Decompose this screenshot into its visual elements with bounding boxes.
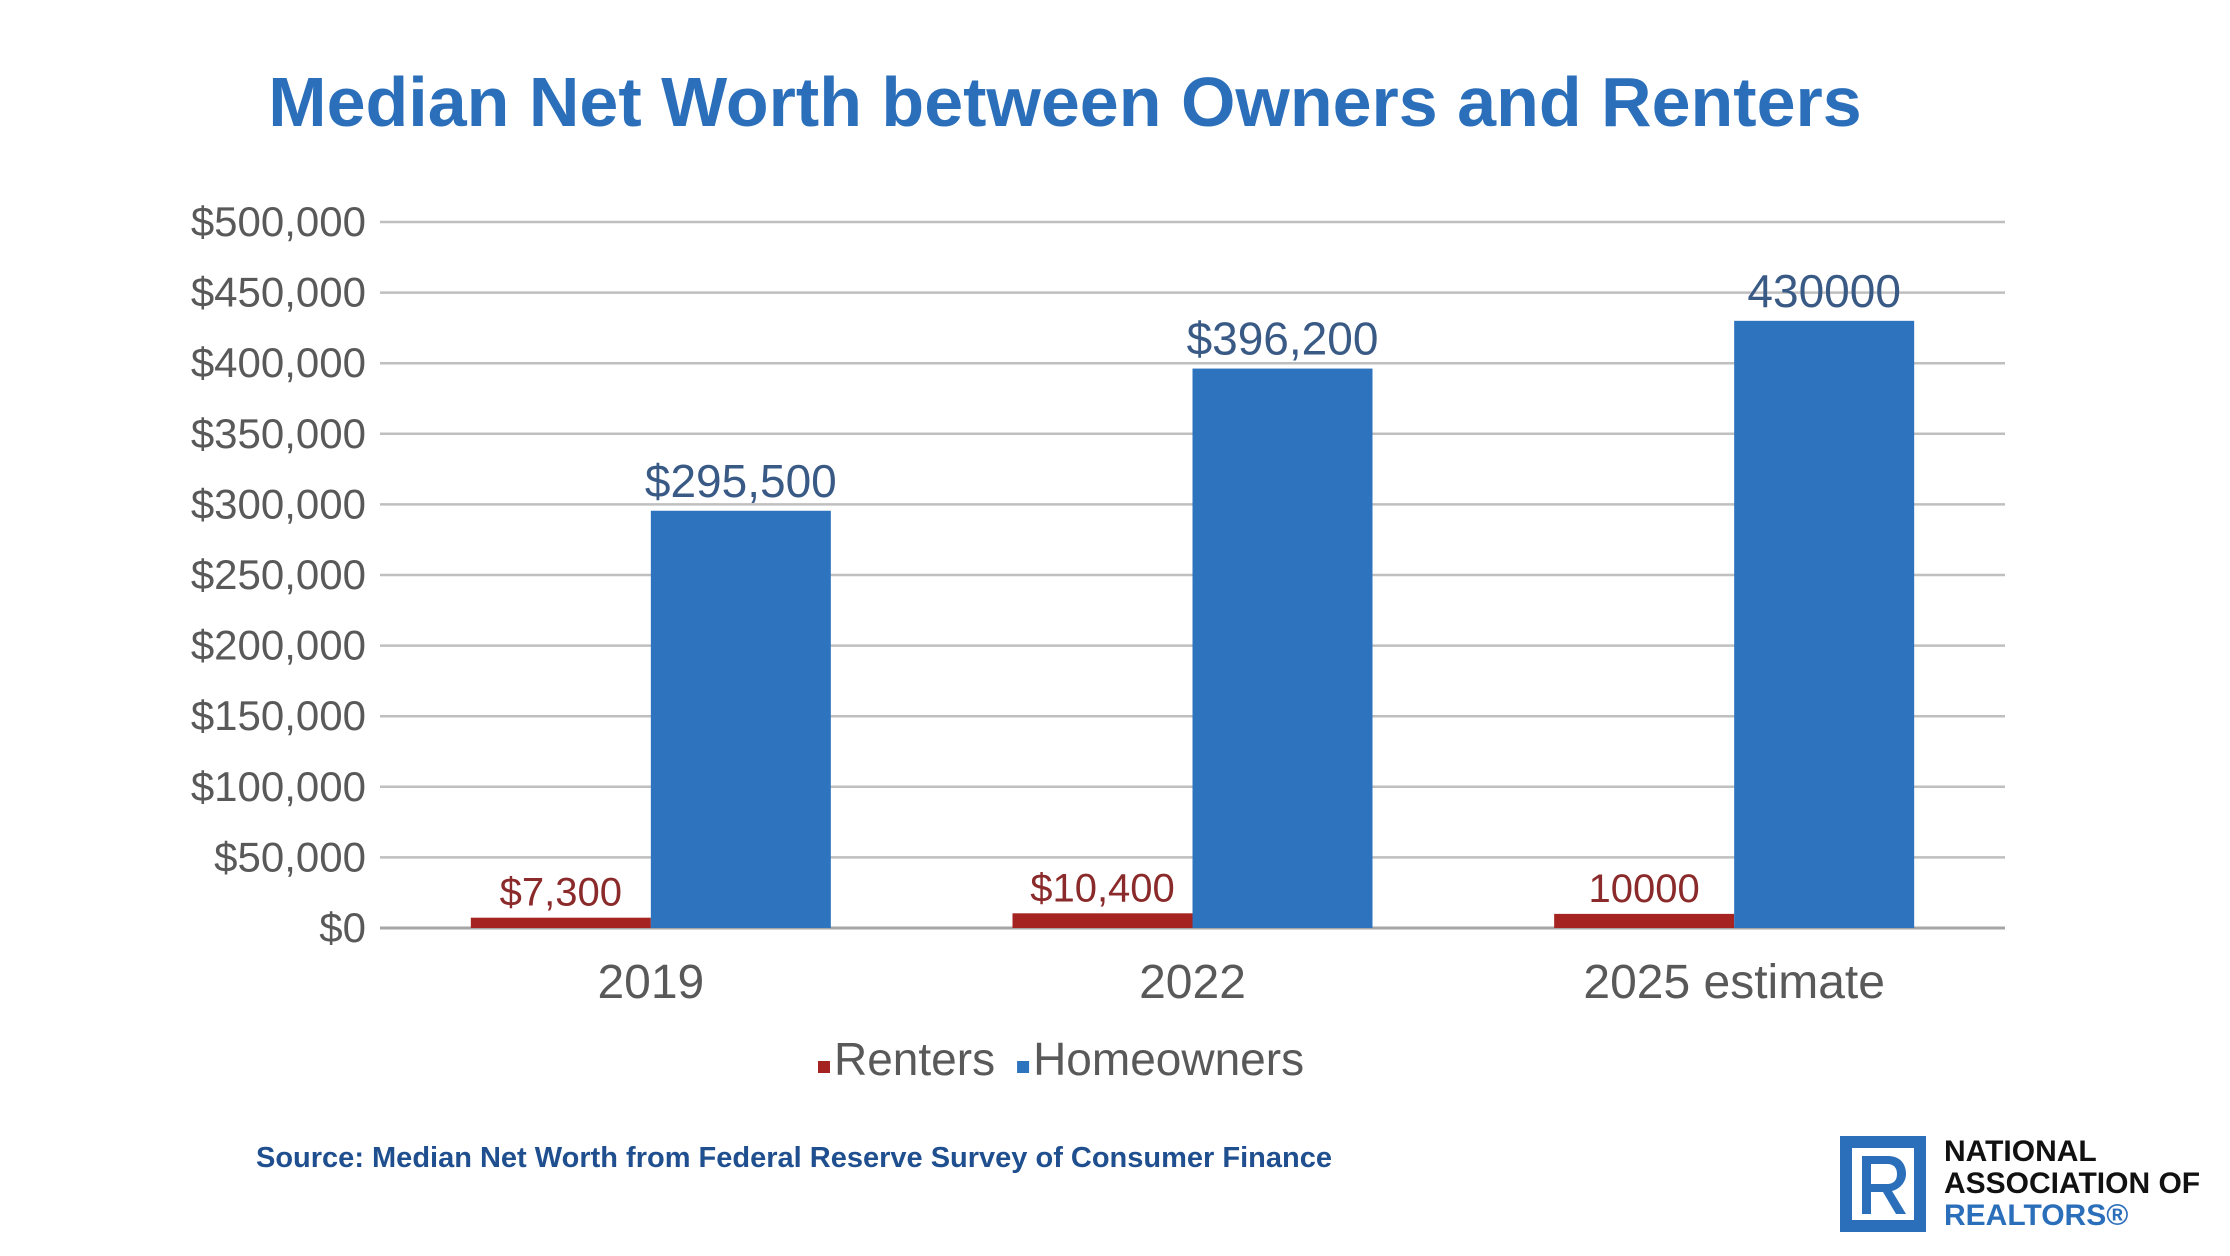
y-tick-label: $350,000 [191,410,366,457]
renters-data-label: 10000 [1589,867,1700,911]
homeowners-bar [1192,368,1373,928]
homeowners-bar [650,510,831,928]
x-tick-label: 2022 [1139,956,1246,1009]
logo-line-3: REALTORS® [1944,1199,2129,1232]
chart-title: Median Net Worth between Owners and Rent… [268,63,1862,141]
bar-chart: $0 $50,000 $100,000 $150,000 $200,000 $250,00… [191,198,2005,1085]
x-tick-label: 2025 estimate [1583,956,1885,1009]
legend-homeowners-label: Homeowners [1033,1033,1304,1085]
legend-homeowners-swatch [1017,1061,1030,1073]
realtor-r-logo-icon [1840,1136,1926,1232]
homeowners-data-label: 430000 [1747,265,1901,317]
renters-bar [1554,913,1735,928]
y-tick-label: $450,000 [191,269,366,316]
legend-renters-swatch [818,1061,830,1073]
logo-line-1: NATIONAL [1944,1135,2097,1168]
homeowners-data-label: $295,500 [645,455,837,507]
y-tick-label: $400,000 [191,339,366,386]
renters-bar [1012,913,1193,928]
y-tick-label: $250,000 [191,551,366,598]
nar-logo: NATIONAL ASSOCIATION OF REALTORS® [1840,1136,2210,1236]
y-tick-label: $150,000 [191,692,366,739]
renters-data-label: $7,300 [500,871,622,915]
y-tick-label: $300,000 [191,480,366,527]
homeowners-bar [1734,320,1915,929]
y-tick-label: $100,000 [191,763,366,810]
renters-bar [470,917,651,928]
x-tick-label: 2019 [597,956,704,1009]
y-tick-label: $200,000 [191,622,366,669]
source-note: Source: Median Net Worth from Federal Re… [256,1142,1332,1174]
logo-line-2: ASSOCIATION OF [1944,1167,2201,1200]
homeowners-data-label: $396,200 [1187,313,1379,365]
renters-data-label: $10,400 [1030,866,1175,910]
y-tick-label: $500,000 [191,198,366,245]
y-tick-label: $50,000 [214,833,366,880]
legend-renters-label: Renters [834,1033,995,1085]
y-tick-label: $0 [319,904,366,951]
